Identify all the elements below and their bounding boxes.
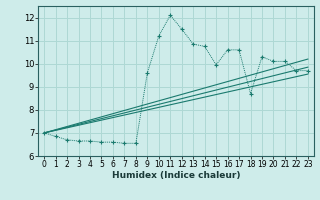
X-axis label: Humidex (Indice chaleur): Humidex (Indice chaleur) (112, 171, 240, 180)
